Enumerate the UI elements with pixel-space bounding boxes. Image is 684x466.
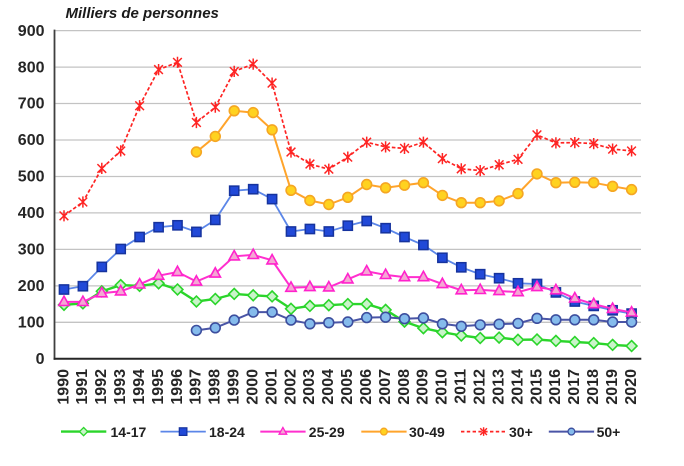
- svg-text:0: 0: [36, 351, 45, 368]
- svg-text:2004: 2004: [320, 369, 337, 405]
- svg-text:2012: 2012: [472, 369, 489, 405]
- svg-text:2010: 2010: [434, 369, 451, 405]
- svg-text:2003: 2003: [301, 369, 318, 405]
- svg-text:2020: 2020: [623, 369, 640, 405]
- svg-text:1992: 1992: [93, 369, 110, 405]
- svg-text:2009: 2009: [415, 369, 432, 405]
- svg-text:2008: 2008: [396, 369, 413, 405]
- svg-text:2019: 2019: [604, 369, 621, 405]
- svg-text:200: 200: [18, 278, 45, 295]
- svg-text:2007: 2007: [377, 369, 394, 405]
- svg-text:1991: 1991: [74, 369, 91, 405]
- svg-text:30-49: 30-49: [409, 424, 445, 440]
- svg-text:900: 900: [18, 23, 45, 40]
- svg-text:300: 300: [18, 242, 45, 259]
- svg-text:2005: 2005: [339, 369, 356, 405]
- svg-text:50+: 50+: [597, 424, 621, 440]
- svg-text:800: 800: [18, 59, 45, 76]
- svg-text:25-29: 25-29: [309, 424, 345, 440]
- svg-text:1995: 1995: [150, 369, 167, 405]
- svg-text:Milliers de personnes: Milliers de personnes: [66, 5, 219, 22]
- svg-text:2018: 2018: [585, 369, 602, 405]
- svg-text:1996: 1996: [169, 369, 186, 405]
- svg-text:2000: 2000: [245, 369, 262, 405]
- svg-text:2002: 2002: [282, 369, 299, 405]
- svg-text:2017: 2017: [566, 369, 583, 405]
- svg-text:400: 400: [18, 205, 45, 222]
- svg-text:1990: 1990: [55, 369, 72, 405]
- svg-text:1998: 1998: [207, 369, 224, 405]
- svg-text:2011: 2011: [453, 369, 470, 404]
- svg-text:2006: 2006: [358, 369, 375, 405]
- svg-text:700: 700: [18, 96, 45, 113]
- svg-text:1994: 1994: [131, 369, 148, 405]
- svg-text:1999: 1999: [226, 369, 243, 405]
- svg-text:1993: 1993: [112, 369, 129, 405]
- svg-text:2014: 2014: [509, 369, 526, 405]
- svg-text:100: 100: [18, 315, 45, 332]
- svg-text:2016: 2016: [547, 369, 564, 405]
- svg-text:30+: 30+: [509, 424, 533, 440]
- svg-text:2013: 2013: [490, 369, 507, 405]
- svg-text:500: 500: [18, 169, 45, 186]
- svg-text:1997: 1997: [188, 369, 205, 405]
- svg-text:14-17: 14-17: [111, 424, 147, 440]
- svg-text:600: 600: [18, 132, 45, 149]
- svg-text:2015: 2015: [528, 369, 545, 405]
- svg-text:2001: 2001: [263, 369, 280, 405]
- svg-text:18-24: 18-24: [209, 424, 245, 440]
